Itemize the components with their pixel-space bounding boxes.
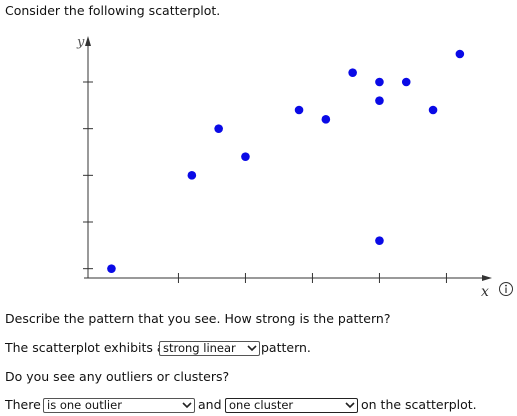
dropdown-value: strong linear (163, 341, 236, 355)
point (455, 49, 465, 59)
point (321, 115, 331, 124)
point (375, 236, 384, 245)
point (375, 96, 384, 105)
intro: Consider the following scatterplot. (5, 3, 221, 18)
question: Do you see any outliers or clusters? (5, 369, 230, 384)
info-icon[interactable] (499, 282, 513, 296)
chevron (247, 345, 257, 352)
sentence-text: on the scatterplot. (361, 397, 477, 412)
x-arrow (482, 275, 492, 281)
point (241, 152, 250, 161)
dropdown[interactable]: one cluster (225, 398, 358, 413)
chart: y x (76, 35, 513, 300)
point (187, 171, 197, 180)
point (107, 264, 116, 273)
chevron (182, 402, 192, 409)
dropdown-value: one cluster (229, 398, 294, 412)
question: Describe the pattern that you see. How s… (5, 311, 391, 326)
point (214, 124, 223, 133)
dropdown[interactable]: is one outlier (43, 398, 195, 413)
y-label: y (76, 35, 85, 50)
chevron (345, 402, 355, 409)
dropdown-value: is one outlier (47, 398, 122, 412)
sentence-text: There (5, 397, 41, 412)
point (428, 105, 438, 115)
sentence-text: pattern. (261, 340, 311, 355)
point (401, 77, 411, 87)
point (375, 77, 384, 87)
dropdown[interactable]: strong linear (159, 341, 260, 356)
sentence-text: and (198, 397, 222, 412)
point (348, 68, 357, 77)
x-label: x (481, 284, 489, 300)
point (294, 105, 304, 115)
sentence-text: The scatterplot exhibits a (5, 340, 165, 355)
y-arrow (85, 36, 91, 46)
